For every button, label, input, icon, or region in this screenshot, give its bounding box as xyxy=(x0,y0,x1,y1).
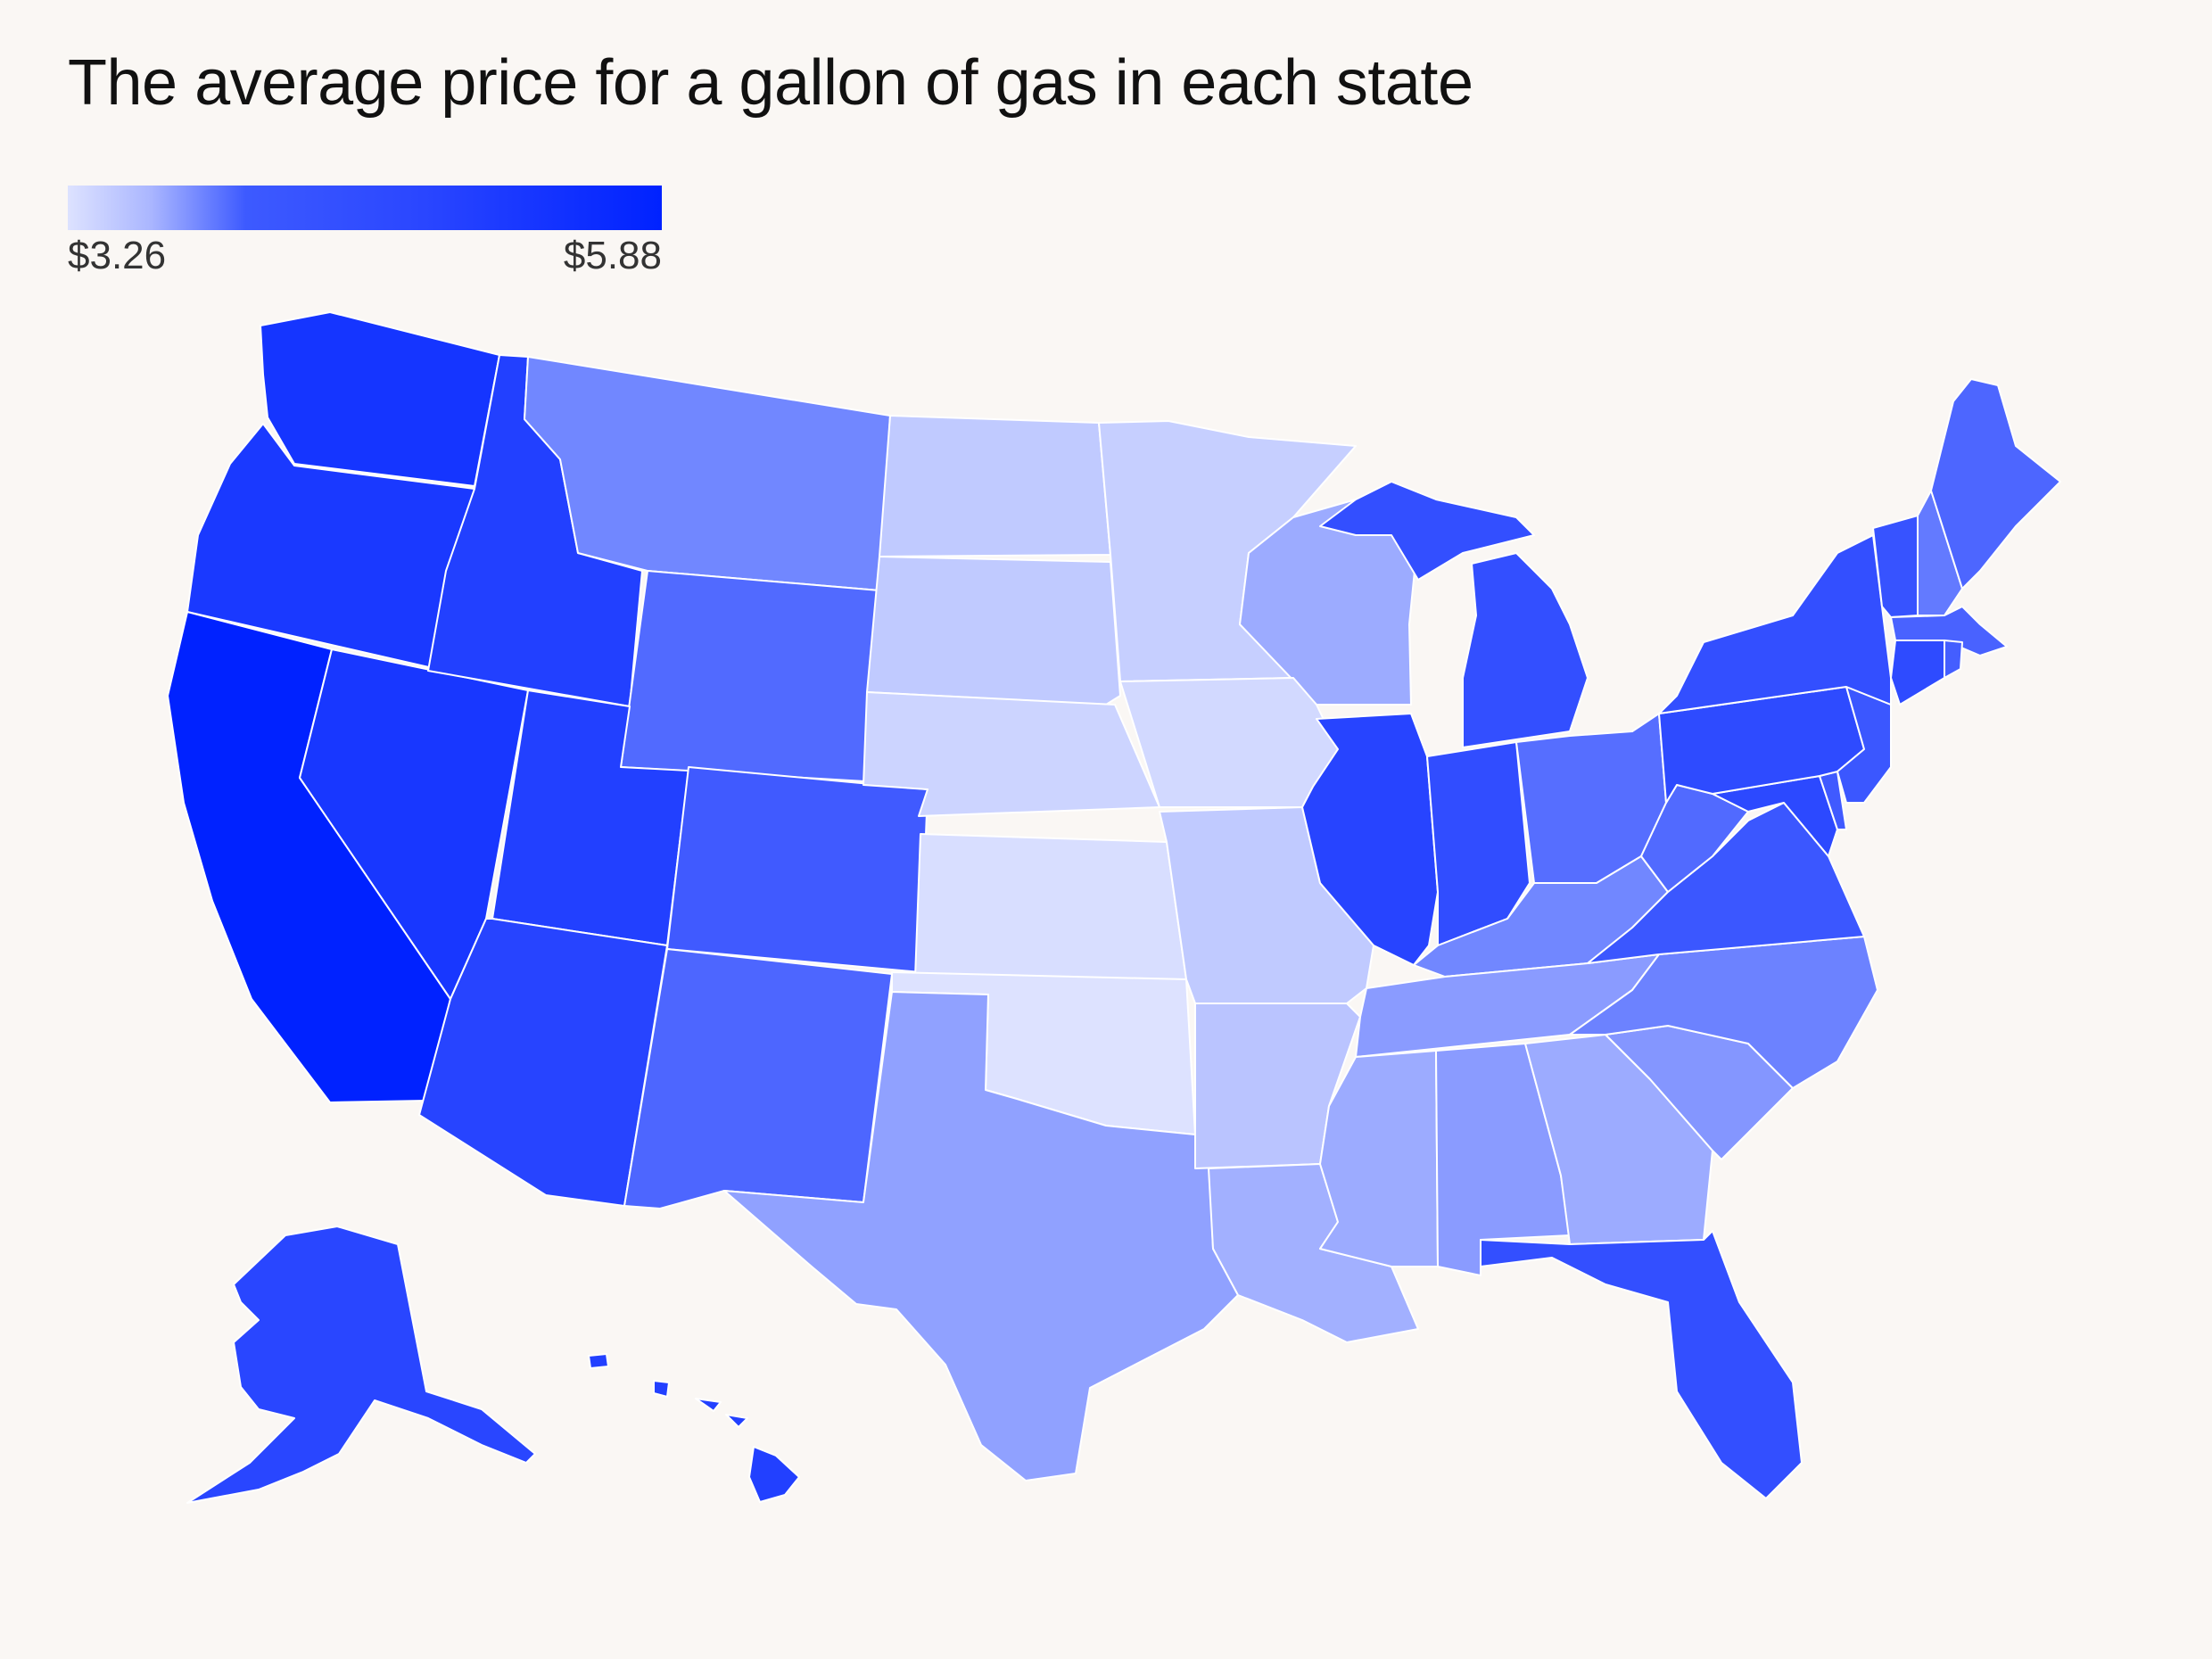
legend-gradient-bar xyxy=(68,186,662,230)
state-VA[interactable]: VA: $4.75 xyxy=(1587,802,1865,964)
state-CO[interactable]: CO: $4.70 xyxy=(666,766,929,973)
legend-max-label: $5.88 xyxy=(563,234,662,277)
state-FL[interactable]: FL: $4.85 xyxy=(1480,1230,1803,1499)
state-WA[interactable]: WA: $5.45 xyxy=(260,311,500,487)
state-NY[interactable]: NY: $4.85 xyxy=(1658,534,1892,714)
state-IA[interactable]: IA: $3.35 xyxy=(1119,677,1339,808)
state-NE[interactable]: NE: $3.40 xyxy=(863,691,1160,817)
state-IL[interactable]: IL: $5.10 xyxy=(1301,713,1439,966)
state-ME[interactable]: ME: $4.55 xyxy=(1930,378,2061,590)
chart-title: The average price for a gallon of gas in… xyxy=(68,47,1473,119)
state-CT[interactable]: CT: $4.95 xyxy=(1890,640,1945,706)
state-RI[interactable]: RI: $4.65 xyxy=(1944,640,1963,679)
state-NH[interactable]: NH: $4.30 xyxy=(1917,490,1963,616)
state-SD[interactable]: SD: $3.50 xyxy=(866,556,1121,706)
state-OR[interactable]: OR: $5.35 xyxy=(186,423,475,672)
state-NC[interactable]: NC: $4.20 xyxy=(1569,936,1878,1089)
state-WY[interactable]: WY: $4.50 xyxy=(620,570,880,782)
legend-min-label: $3.26 xyxy=(68,234,167,277)
state-ND[interactable]: ND: $3.50 xyxy=(879,415,1111,557)
state-TX[interactable]: TX: $3.90 xyxy=(723,991,1239,1482)
legend-ticks: $3.26 $5.88 xyxy=(68,234,662,287)
state-WI[interactable]: WI: $3.80 xyxy=(1239,499,1419,706)
state-KS[interactable]: KS: $3.30 xyxy=(914,833,1187,980)
state-NJ[interactable]: NJ: $4.75 xyxy=(1836,686,1892,804)
color-legend: $3.26 $5.88 xyxy=(68,186,662,287)
state-NM[interactable]: NM: $4.55 xyxy=(623,948,893,1209)
states-layer: WA: $5.45 OR: $5.35 CA: $5.88 NV: $5.40 … xyxy=(167,311,2061,1504)
state-MI[interactable]: MI: $4.85 xyxy=(1319,481,1589,748)
state-AK[interactable]: AK: $5.05 xyxy=(186,1226,536,1504)
state-HI[interactable]: HI: $5.20 xyxy=(588,1353,800,1503)
